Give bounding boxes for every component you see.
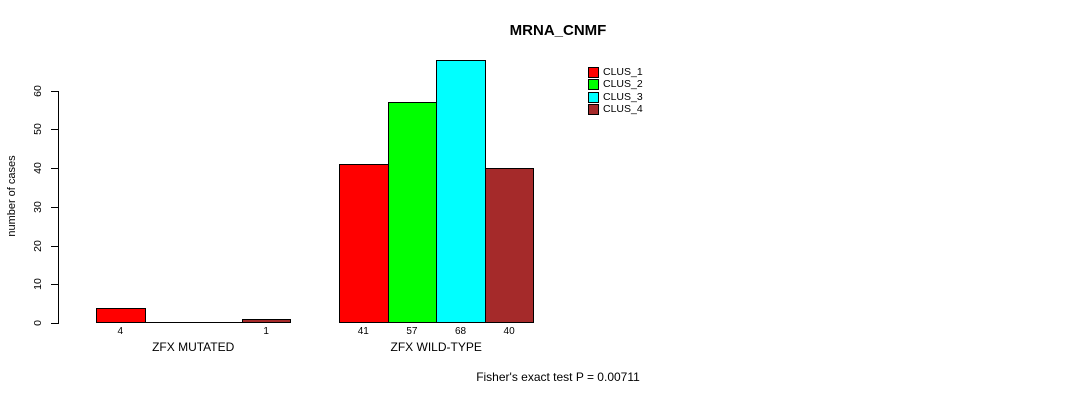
chart-title: MRNA_CNMF (509, 22, 607, 39)
y-axis-tick (51, 90, 58, 92)
y-axis-tick-label: 60 (32, 84, 44, 97)
bar-value-label: 57 (406, 326, 418, 337)
y-axis-tick (51, 129, 58, 131)
y-axis-tick-label: 40 (32, 162, 44, 174)
legend: CLUS_1 CLUS_2 CLUS_3 CLUS_4 (588, 67, 643, 116)
y-axis-tick (51, 206, 58, 208)
legend-swatch-clus_3 (588, 91, 599, 103)
bar-clus_2-group1 (144, 322, 195, 323)
legend-item-clus_4: CLUS_4 (588, 102, 643, 115)
annotation-fisher-test: Fisher's exact test P = 0.00711 (476, 370, 640, 384)
legend-item-clus_3: CLUS_3 (588, 90, 643, 103)
y-axis-tick-label: 20 (32, 239, 44, 252)
bar-clus_1-group2 (339, 164, 389, 323)
legend-label: CLUS_2 (603, 78, 643, 91)
bar-clus_2-group2 (387, 102, 438, 323)
y-axis-tick (51, 168, 58, 169)
bar-clus_4-group1 (241, 319, 292, 323)
legend-item-clus_1: CLUS_1 (588, 67, 643, 78)
legend-label: CLUS_1 (603, 66, 643, 78)
bar-value-label: 68 (454, 326, 467, 337)
bar-value-label: 4 (117, 326, 124, 337)
legend-label: CLUS_3 (603, 90, 643, 103)
bar-clus_3-group2 (436, 59, 486, 323)
legend-swatch-clus_1 (588, 67, 599, 78)
y-axis-line (58, 90, 59, 324)
y-axis-tick-label: 10 (32, 278, 44, 291)
x-group-label: ZFX WILD-TYPE (390, 340, 482, 354)
y-axis-tick-label: 50 (32, 123, 44, 136)
y-axis-tick (51, 245, 58, 247)
y-axis-tick (51, 323, 58, 324)
legend-item-clus_2: CLUS_2 (588, 78, 643, 91)
legend-label: CLUS_4 (603, 102, 643, 115)
bar-value-label: 41 (357, 326, 369, 337)
bar-clus_3-group1 (193, 322, 243, 323)
bar-value-label: 1 (263, 326, 269, 337)
y-axis-tick (51, 284, 58, 286)
bar-value-label: 40 (503, 326, 515, 337)
legend-swatch-clus_2 (588, 79, 599, 91)
legend-swatch-clus_4 (588, 103, 599, 115)
y-axis-tick-label: 0 (32, 320, 44, 326)
bar-clus_1-group1 (96, 307, 146, 323)
bar-clus_4-group2 (484, 168, 535, 323)
y-axis-tick-label: 30 (32, 200, 44, 213)
x-group-label: ZFX MUTATED (152, 340, 235, 354)
